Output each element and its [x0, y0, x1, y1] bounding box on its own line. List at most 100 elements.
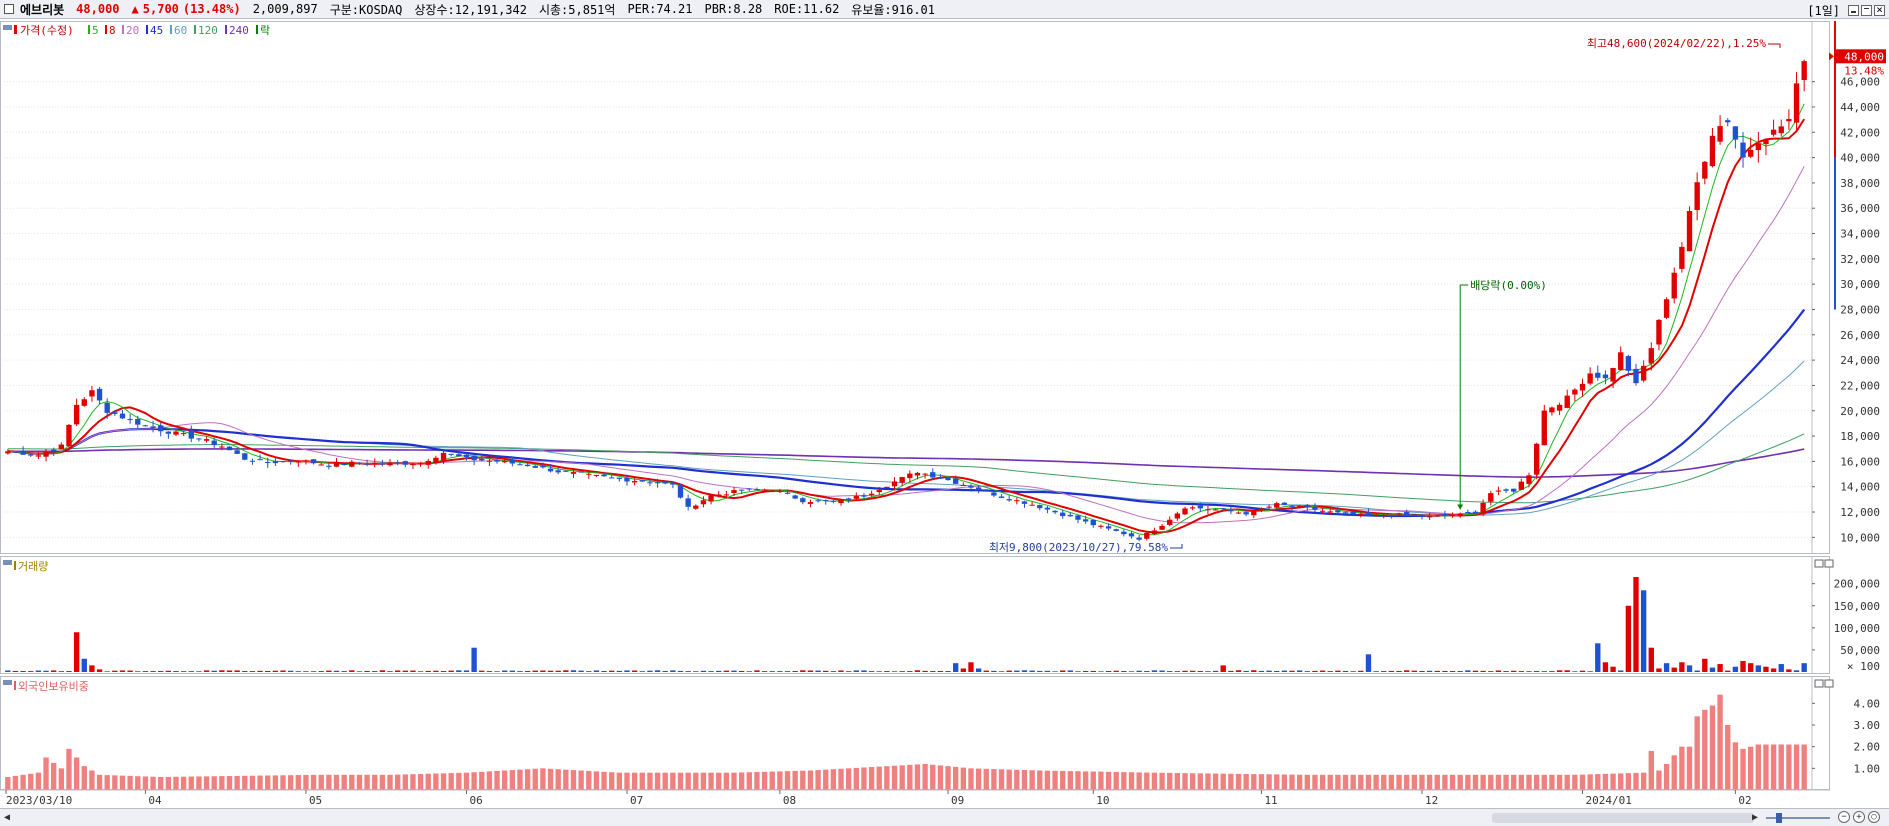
- minimize-icon[interactable]: [1848, 5, 1859, 16]
- trade-volume: 2,009,897: [252, 2, 318, 16]
- volume-bar: [173, 671, 179, 672]
- volume-bar: [677, 670, 684, 672]
- volume-bar: [746, 671, 752, 672]
- legend-ma-swatch: [105, 25, 107, 34]
- volume-bar: [540, 670, 546, 672]
- volume-bar: [1090, 670, 1096, 672]
- volume-bar: [953, 663, 959, 672]
- volume-bar: [1564, 670, 1570, 672]
- stock-name[interactable]: 에브리봇: [20, 2, 65, 17]
- volume-bar: [1144, 671, 1150, 672]
- foreign-bar: [73, 757, 80, 790]
- panel-max-icon[interactable]: [1814, 559, 1824, 568]
- candle-body: [1388, 515, 1395, 517]
- price-tick-label: 46,000: [1840, 76, 1880, 89]
- foreign-bar: [1732, 742, 1739, 790]
- volume-bar: [66, 671, 72, 672]
- candle-body: [219, 446, 225, 448]
- zoom-slider[interactable]: [1766, 813, 1830, 823]
- candle-body: [81, 399, 87, 406]
- candle-body: [165, 431, 172, 434]
- volume-bar: [1060, 670, 1066, 672]
- foreign-bar: [547, 768, 554, 790]
- candle-body: [1335, 510, 1341, 513]
- scroll-bar[interactable]: ◀ ▶ − + ○: [0, 808, 1889, 826]
- candle-body: [1128, 533, 1135, 537]
- foreign-bar: [1075, 771, 1081, 790]
- panel-handle-icon[interactable]: [3, 25, 12, 30]
- foreign-bar: [1243, 773, 1249, 790]
- foreign-bar: [1503, 774, 1509, 790]
- scroll-thumb[interactable]: [1492, 813, 1754, 823]
- candle-body: [1564, 395, 1570, 408]
- foreign-bar: [1679, 746, 1685, 790]
- panel-close-icon[interactable]: [1824, 679, 1834, 688]
- volume-bar: [1113, 670, 1119, 672]
- price-tick-label: 42,000: [1840, 126, 1880, 139]
- low-arrow-icon: [1170, 544, 1183, 549]
- candle-body: [173, 431, 179, 435]
- foreign-bar: [287, 775, 294, 790]
- candle-body: [287, 460, 294, 462]
- scroll-left-icon[interactable]: ◀: [4, 812, 11, 823]
- volume-bar: [1365, 654, 1372, 672]
- ma120-line: [7, 433, 1805, 504]
- volume-bar: [479, 670, 485, 672]
- candle-body: [884, 486, 890, 488]
- volume-bar: [647, 670, 653, 672]
- pbr-value: PBR:8.28: [704, 2, 763, 16]
- scroll-right-icon[interactable]: ▶: [1752, 812, 1759, 823]
- foreign-bar: [746, 772, 752, 790]
- candle-body: [1281, 502, 1288, 505]
- zoom-reset-icon[interactable]: ○: [1868, 811, 1880, 823]
- candle-body: [677, 485, 684, 498]
- foreign-bar: [219, 776, 225, 790]
- zoom-in-icon[interactable]: +: [1853, 811, 1865, 823]
- foreign-bar: [196, 776, 202, 790]
- foreign-bar: [326, 774, 332, 790]
- candle-body: [891, 481, 898, 487]
- legend-ma-swatch: [170, 25, 172, 34]
- candle-body: [119, 413, 126, 419]
- zoom-out-icon[interactable]: −: [1838, 811, 1850, 823]
- panel-handle-icon[interactable]: [3, 560, 12, 565]
- candle-body: [1396, 513, 1402, 515]
- candle-body: [1113, 529, 1119, 531]
- ma240-line: [7, 448, 1805, 479]
- x-tick-label: 02: [1738, 794, 1751, 807]
- select-checkbox[interactable]: [4, 4, 14, 14]
- x-tick-label: 2023/03/10: [6, 794, 72, 807]
- foreign-bar: [1633, 772, 1639, 790]
- close-icon[interactable]: [1874, 3, 1885, 17]
- panel-handle-icon[interactable]: [3, 680, 12, 685]
- volume-bar: [356, 671, 363, 672]
- candle-body: [73, 404, 80, 425]
- volume-bar: [1556, 670, 1563, 672]
- foreign-bar: [5, 777, 11, 790]
- zoom-knob[interactable]: [1776, 813, 1782, 823]
- foreign-bar: [242, 775, 248, 790]
- foreign-bar: [1182, 773, 1188, 790]
- foreign-bar: [387, 774, 393, 790]
- panel-close-icon[interactable]: [1824, 559, 1834, 568]
- volume-bar: [211, 670, 217, 672]
- volume-bar: [448, 670, 454, 672]
- volume-bar: [1388, 670, 1395, 672]
- candle-body: [1144, 532, 1150, 539]
- volume-bar: [1457, 671, 1463, 672]
- volume-bar: [265, 670, 271, 672]
- panel-frame: [0, 21, 1830, 554]
- volume-bar: [333, 670, 340, 672]
- period-selector[interactable]: [1일]: [1807, 4, 1840, 18]
- candle-body: [838, 499, 844, 504]
- stock-chart[interactable]: 거래량 200,000 150,000 100,000 50,000 × 100 외국인보…: [0, 19, 1889, 808]
- candle-body: [272, 461, 279, 464]
- foreign-bar: [654, 772, 661, 790]
- panel-max-icon[interactable]: [1814, 679, 1824, 688]
- foreign-bar: [1266, 774, 1272, 790]
- price-tick-label: 32,000: [1840, 253, 1880, 266]
- foreign-bar: [1793, 744, 1800, 790]
- volume-bar: [287, 670, 294, 672]
- maximize-icon[interactable]: [1861, 5, 1872, 16]
- candle-body: [1786, 119, 1792, 122]
